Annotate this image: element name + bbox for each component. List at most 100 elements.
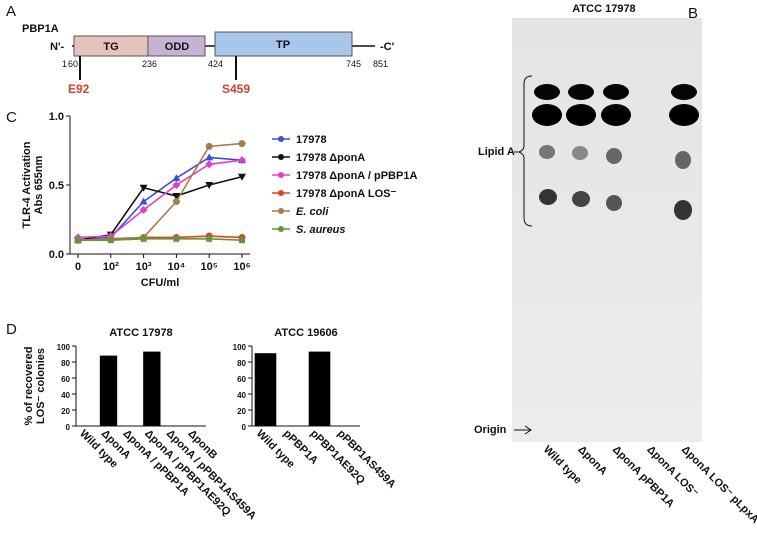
y-tick-label: 100	[57, 343, 71, 352]
point	[172, 193, 181, 201]
point	[238, 140, 246, 148]
protein-title: PBP1A	[22, 23, 59, 35]
legend-marker	[278, 208, 284, 214]
x-tick-label: 10⁴	[168, 261, 186, 273]
y-tick-label: 0.0	[49, 249, 64, 261]
y-tick-label: 80	[237, 359, 246, 368]
x-tick-label: 10⁵	[200, 261, 217, 273]
point	[172, 174, 181, 182]
origin-arrow	[514, 425, 532, 435]
point	[172, 198, 180, 206]
position: 236	[142, 59, 157, 69]
y-axis-label: TLR-4 Activation	[21, 141, 33, 228]
legend-label: 17978 ΔponA LOS⁻	[296, 188, 397, 200]
lane-label: ΔponA pPBP1A	[610, 444, 677, 511]
x-tick-label: 0	[75, 261, 81, 273]
position: 60	[68, 59, 78, 69]
series-line	[77, 159, 243, 239]
domain	[147, 35, 206, 57]
point	[172, 181, 181, 189]
x-axis-label: CFU/ml	[141, 277, 180, 289]
mutation: S459	[222, 82, 250, 96]
c-term: -C'	[380, 41, 395, 53]
point	[107, 237, 114, 244]
x-tick-label: ΔponA / pPBP1AS459A	[164, 428, 259, 523]
panel-label: D	[6, 321, 17, 338]
point	[239, 237, 245, 244]
bar	[143, 351, 161, 426]
series-line	[77, 175, 243, 241]
position: 1	[62, 59, 67, 69]
chart-title: ATCC 19606	[274, 327, 337, 339]
domain-label: ODD	[165, 41, 190, 53]
y-tick-label: 60	[61, 375, 70, 384]
origin-label: Origin	[474, 424, 507, 436]
y-tick-label: 80	[61, 359, 70, 368]
y-axis-label: Abs 655nm	[33, 155, 45, 214]
x-tick-label: 10²	[103, 261, 119, 273]
position: 745	[346, 59, 361, 69]
legend-marker	[278, 226, 284, 232]
series-line	[77, 142, 243, 241]
y-axis-label: % of recovered	[23, 347, 35, 426]
legend-label: 17978 ΔponA	[296, 152, 365, 164]
tlc-spots	[532, 84, 699, 220]
legend-marker	[278, 190, 284, 196]
y-tick-label: 1.0	[49, 111, 64, 123]
legend-label: 17978	[296, 134, 327, 146]
y-tick-label: 0.5	[49, 180, 64, 192]
legend-label: S. aureus	[296, 224, 346, 236]
point	[205, 160, 214, 169]
x-tick-label: 10³	[136, 261, 152, 273]
y-tick-label: 0	[242, 423, 247, 432]
y-tick-label: 20	[237, 407, 246, 416]
x-tick-label: 10⁶	[233, 261, 250, 273]
legend-marker	[278, 136, 284, 142]
legend-marker	[278, 154, 284, 160]
point	[205, 182, 214, 189]
domain	[214, 31, 353, 57]
point	[139, 184, 148, 192]
panel-label: C	[6, 109, 17, 126]
bar	[254, 353, 277, 426]
y-tick-label: 20	[61, 407, 70, 416]
point	[238, 173, 246, 181]
y-tick-label: 100	[233, 343, 247, 352]
y-tick-label: 0	[66, 423, 71, 432]
chart-title: ATCC 17978	[109, 327, 172, 339]
domain-label: TG	[103, 41, 118, 53]
point	[140, 235, 147, 242]
point	[205, 153, 214, 161]
legend-label: 17978 ΔponA / pPBP1A	[296, 170, 417, 182]
point	[75, 237, 81, 244]
series-line	[77, 156, 243, 241]
panel-label: B	[688, 5, 698, 22]
point	[206, 235, 213, 242]
panel-label: A	[6, 3, 16, 20]
bar	[99, 355, 118, 426]
point	[139, 197, 148, 205]
tlc-title: ATCC 17978	[572, 3, 635, 15]
lane-label: ΔponA	[575, 444, 609, 478]
bracket-label: Lipid A	[478, 146, 515, 158]
mutation: E92	[68, 82, 90, 96]
series-line	[78, 238, 243, 241]
x-tick-label: ΔponA / pPBP1AE92Q	[142, 428, 233, 519]
point	[205, 142, 213, 150]
legend-marker	[278, 172, 284, 178]
y-axis-label: LOS⁻ colonies	[35, 348, 47, 424]
y-tick-label: 40	[237, 391, 246, 400]
y-tick-label: 60	[237, 375, 246, 384]
legend-label: E. coli	[296, 206, 329, 218]
point	[173, 235, 180, 242]
y-tick-label: 40	[61, 391, 70, 400]
point	[238, 156, 246, 165]
n-term: N'-	[50, 41, 65, 53]
tlc-plate	[512, 18, 702, 442]
domain-label: TP	[276, 39, 290, 51]
position: 424	[208, 59, 223, 69]
point	[139, 205, 148, 214]
position: 851	[373, 59, 388, 69]
bracket	[517, 75, 533, 227]
